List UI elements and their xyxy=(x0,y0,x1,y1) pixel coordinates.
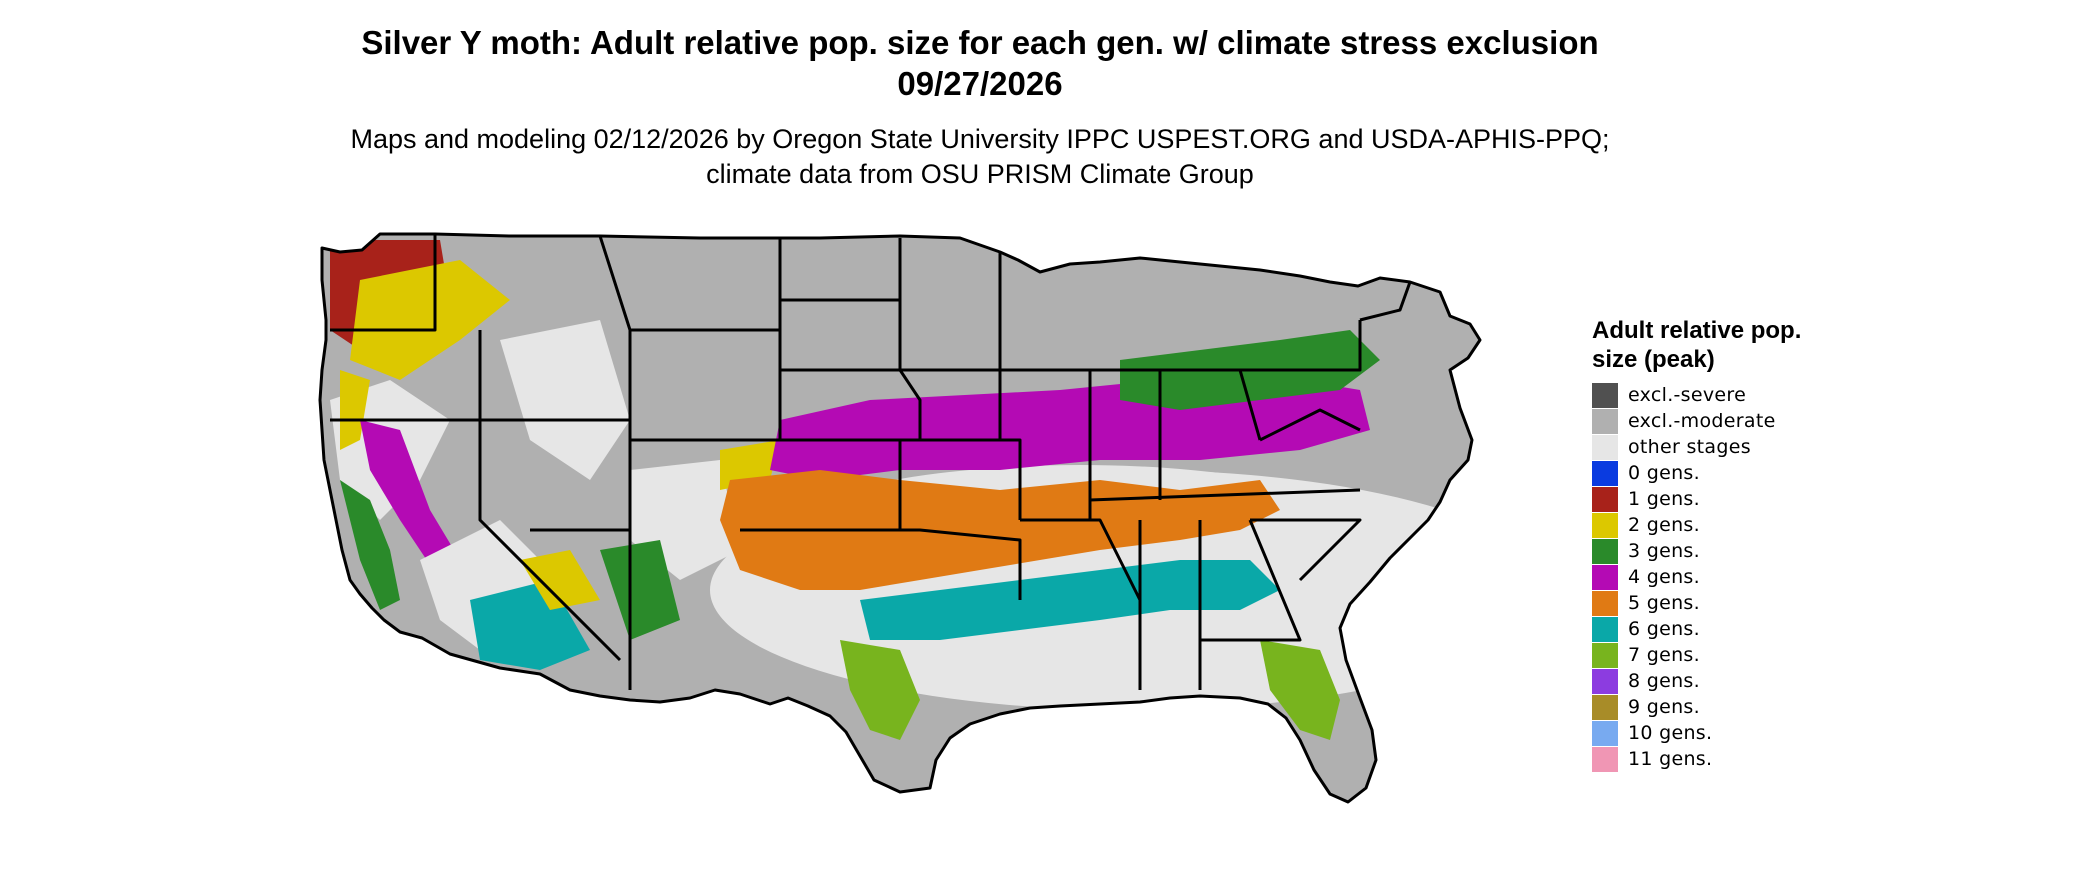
legend-swatch xyxy=(1592,564,1618,590)
legend-item: 8 gens. xyxy=(1592,668,1852,694)
legend-label: excl.-severe xyxy=(1628,384,1747,406)
legend-label: 11 gens. xyxy=(1628,748,1713,770)
legend-item: excl.-severe xyxy=(1592,382,1852,408)
legend-swatch xyxy=(1592,720,1618,746)
legend-item: 1 gens. xyxy=(1592,486,1852,512)
zone-7-gens-florida xyxy=(1260,640,1340,740)
legend-label: 3 gens. xyxy=(1628,540,1700,562)
zone-3-gens-southwest xyxy=(600,540,680,640)
state-border-ok-tx xyxy=(740,528,1022,600)
state-border-wa xyxy=(330,234,437,332)
map-title: Silver Y moth: Adult relative pop. size … xyxy=(361,24,1599,102)
state-border-wy xyxy=(630,328,782,442)
legend-swatch xyxy=(1592,434,1618,460)
state-border-pa-ny xyxy=(1240,320,1362,372)
legend-item: other stages xyxy=(1592,434,1852,460)
legend-item: 5 gens. xyxy=(1592,590,1852,616)
legend-item: 7 gens. xyxy=(1592,642,1852,668)
legend-item: 10 gens. xyxy=(1592,720,1852,746)
legend-item: 6 gens. xyxy=(1592,616,1852,642)
legend-item: 4 gens. xyxy=(1592,564,1852,590)
state-border-va-wv xyxy=(1259,408,1361,442)
us-outline xyxy=(318,232,1482,804)
legend-label: excl.-moderate xyxy=(1628,410,1776,432)
legend-swatch xyxy=(1592,408,1618,434)
legend-label: 9 gens. xyxy=(1628,696,1700,718)
zone-5-gens xyxy=(720,470,1280,590)
legend-swatch xyxy=(1592,486,1618,512)
zone-2-gens-coast xyxy=(340,370,370,450)
legend-label: 5 gens. xyxy=(1628,592,1700,614)
legend-item: 9 gens. xyxy=(1592,694,1852,720)
zone-7-gens-texas xyxy=(840,640,920,740)
legend-swatch xyxy=(1592,746,1618,772)
legend-item: 0 gens. xyxy=(1592,460,1852,486)
legend-swatch xyxy=(1592,460,1618,486)
legend-item: 2 gens. xyxy=(1592,512,1852,538)
legend-label: 0 gens. xyxy=(1628,462,1700,484)
zone-2-gens-southwest xyxy=(520,550,600,610)
legend-swatch xyxy=(1592,694,1618,720)
legend-title: Adult relative pop. size (peak) xyxy=(1592,317,1802,373)
legend-swatch xyxy=(1592,538,1618,564)
legend-swatch xyxy=(1592,616,1618,642)
state-border-ne xyxy=(780,368,922,440)
state-border-ky-tn xyxy=(1089,488,1361,502)
legend-label: 7 gens. xyxy=(1628,644,1700,666)
zone-3-gens-coast xyxy=(340,480,400,610)
legend-label: 2 gens. xyxy=(1628,514,1700,536)
map-borders xyxy=(318,232,1482,804)
state-border-ca-nv xyxy=(478,420,622,662)
map-raster xyxy=(320,234,1480,802)
state-border-ga-fl xyxy=(1200,519,1302,642)
state-border-ks xyxy=(900,438,1022,520)
legend-swatch xyxy=(1592,382,1618,408)
us-map xyxy=(318,232,1482,804)
legend-items: excl.-severe excl.-moderate other stages… xyxy=(1592,382,1852,772)
legend-swatch xyxy=(1592,512,1618,538)
state-border-sc xyxy=(1250,518,1362,582)
zone-4-gens-california xyxy=(360,420,460,580)
zone-2-gens xyxy=(350,260,510,380)
legend-swatch xyxy=(1592,668,1618,694)
state-border-ia xyxy=(898,300,1002,440)
legend-label: 4 gens. xyxy=(1628,566,1700,588)
legend-item: excl.-moderate xyxy=(1592,408,1852,434)
legend-label: other stages xyxy=(1628,436,1751,458)
legend-label: 8 gens. xyxy=(1628,670,1700,692)
state-border-ne-states xyxy=(1359,281,1412,322)
legend-item: 3 gens. xyxy=(1592,538,1852,564)
legend-swatch xyxy=(1592,642,1618,668)
legend-item: 11 gens. xyxy=(1592,746,1852,772)
zone-6-gens-gulf xyxy=(860,560,1280,640)
legend-label: 6 gens. xyxy=(1628,618,1700,640)
legend-label: 1 gens. xyxy=(1628,488,1700,510)
legend-swatch xyxy=(1592,590,1618,616)
legend-label: 10 gens. xyxy=(1628,722,1713,744)
map-legend: Adult relative pop. size (peak) excl.-se… xyxy=(1592,316,1852,772)
zone-great-basin-other xyxy=(500,320,630,480)
map-subtitle: Maps and modeling 02/12/2026 by Oregon S… xyxy=(350,124,1610,189)
